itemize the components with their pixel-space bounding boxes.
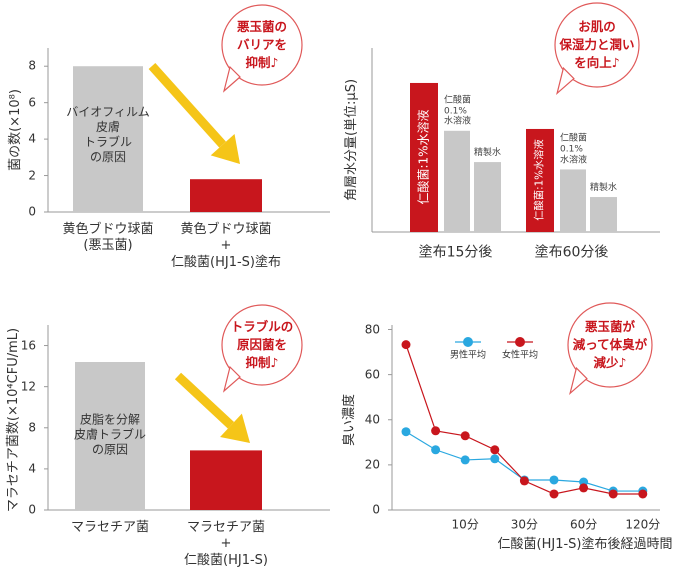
point	[460, 455, 470, 465]
x-tick-label: 120分	[625, 517, 661, 532]
bar	[75, 362, 145, 510]
point	[638, 489, 648, 499]
y-tick-label: 12	[20, 379, 36, 394]
x-tick-label: 60分	[569, 517, 598, 532]
y-axis-label: 角層水分量(単位:μS)	[343, 78, 359, 202]
series-label: 仁酸菌 0.1% 水溶液	[560, 134, 588, 166]
arrow-shaft	[174, 372, 235, 429]
point	[490, 454, 500, 464]
y-tick-label: 8	[28, 420, 36, 435]
bar	[474, 162, 501, 232]
point	[401, 340, 411, 350]
y-tick-label: 4	[28, 461, 36, 476]
y-tick-label: 8	[28, 58, 36, 73]
point	[579, 483, 589, 493]
legend-label: 男性平均	[449, 350, 487, 361]
point	[490, 445, 500, 455]
point	[460, 431, 470, 441]
x-tick-label: 10分	[451, 517, 479, 532]
series-label: 精製水	[474, 148, 502, 159]
arrow-head	[210, 133, 240, 164]
point	[549, 475, 559, 485]
callout-bubble	[554, 2, 640, 88]
arrow-shaft	[148, 62, 226, 148]
point	[431, 426, 441, 436]
x-tick-label: 黄色ブドウ球菌 + 仁酸菌(HJ1-S)塗布	[171, 222, 281, 270]
y-tick-label: 0	[28, 502, 36, 517]
callout-bubble	[567, 302, 653, 388]
y-tick-label: 40	[364, 412, 380, 427]
callout-tail	[569, 366, 588, 396]
arrow-head	[220, 413, 250, 443]
y-axis-label: マラセチア菌数(×10⁴CFU/mL)	[5, 327, 21, 513]
point	[549, 489, 559, 499]
point	[608, 489, 618, 499]
series-label: 仁酸菌:1%水溶液	[416, 109, 431, 206]
x-tick-label: 黄色ブドウ球菌 (悪玉菌)	[62, 222, 154, 254]
y-tick-label: 2	[28, 168, 36, 183]
bar	[590, 197, 617, 232]
legend-marker	[515, 337, 525, 347]
legend-label: 女性平均	[501, 350, 539, 361]
x-tick-label: マラセチア菌	[70, 520, 150, 535]
bar	[410, 82, 438, 233]
bar-note: バイオフィルム 皮膚 トラブル の原因	[66, 105, 150, 164]
bar-note: 皮脂を分解 皮膚トラブル の原因	[73, 412, 147, 457]
y-axis-label: 菌の数(×10⁸)	[7, 89, 23, 171]
series-label: 仁酸菌:1%水溶液	[533, 139, 546, 222]
callout-text: トラブルの 原因菌を 抑制♪	[230, 318, 294, 371]
y-tick-label: 16	[20, 338, 36, 353]
bar	[73, 66, 143, 212]
x-tick-label: 30分	[510, 517, 539, 532]
y-tick-label: 60	[364, 367, 380, 382]
x-axis-label: 仁酸菌(HJ1-S)塗布後経過時間	[497, 536, 673, 552]
bar	[560, 169, 586, 232]
y-tick-label: 80	[364, 322, 380, 336]
bar	[190, 179, 262, 212]
callout-tail	[222, 365, 241, 393]
y-axis-label: 臭い濃度	[341, 393, 357, 447]
y-tick-label: 0	[28, 204, 36, 219]
callout-text: 悪玉菌の バリアを 抑制♪	[236, 18, 288, 71]
bar	[190, 450, 262, 510]
callout-tail	[556, 66, 575, 96]
y-tick-label: 6	[28, 95, 36, 110]
series-label: 精製水	[590, 183, 618, 194]
y-tick-label: 4	[28, 131, 36, 146]
callout-text: 悪玉菌が 減って体臭が 減少♪	[572, 318, 648, 371]
callout-bubble	[221, 4, 303, 86]
point	[519, 476, 529, 486]
callout-bubble	[221, 304, 303, 386]
callout-tail	[222, 65, 241, 93]
bar	[444, 130, 470, 232]
x-tick-label: 塗布60分後	[534, 244, 609, 261]
y-tick-label: 0	[372, 502, 380, 517]
bar	[526, 128, 554, 232]
point	[401, 427, 411, 437]
callout-text: お肌の 保湿力と潤い を向上♪	[559, 18, 635, 71]
legend-marker	[463, 337, 473, 347]
series-label: 仁酸菌 0.1% 水溶液	[444, 95, 472, 127]
y-tick-label: 20	[364, 457, 380, 472]
x-tick-label: 塗布15分後	[418, 244, 493, 261]
x-tick-label: マラセチア菌 + 仁酸菌(HJ1-S)	[184, 520, 268, 568]
point	[431, 445, 441, 455]
